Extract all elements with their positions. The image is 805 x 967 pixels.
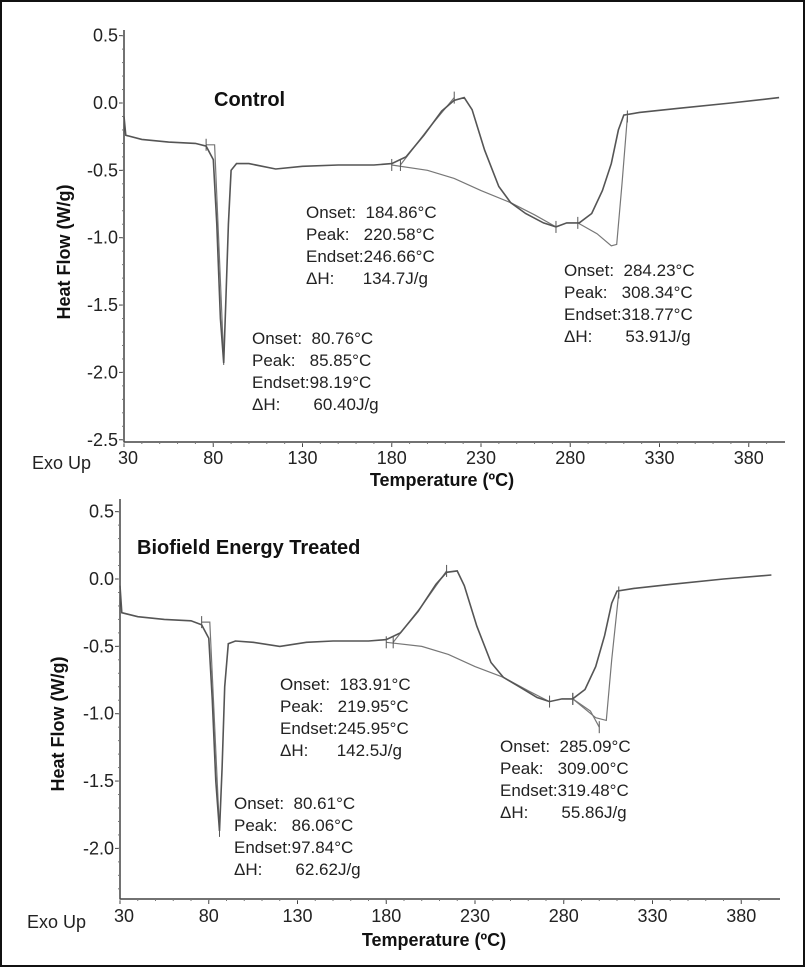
x-tick-label: 230: [460, 906, 490, 926]
peak-annotation-line: Peak: 85.85°C: [252, 351, 371, 370]
y-tick-label: -1.5: [83, 771, 114, 791]
y-tick-label: -1.0: [83, 704, 114, 724]
x-tick-label: 380: [734, 448, 764, 468]
y-tick-label: -0.5: [87, 160, 118, 180]
exo-up-label: Exo Up: [32, 453, 91, 473]
x-tick-label: 280: [555, 448, 585, 468]
x-tick-label: 130: [282, 906, 312, 926]
x-axis-label: Temperature (ºC): [362, 930, 506, 950]
x-tick-label: 180: [377, 448, 407, 468]
y-axis-label: Heat Flow (W/g): [54, 185, 74, 320]
y-tick-label: 0.5: [93, 26, 118, 46]
peak-annotation-line: Endset:245.95°C: [280, 719, 409, 738]
peak-annotation-line: Endset:246.66°C: [306, 247, 435, 266]
x-tick-label: 30: [114, 906, 134, 926]
peak-annotation-line: Onset: 183.91°C: [280, 675, 411, 694]
peak-annotation-line: ΔH: 62.62J/g: [234, 860, 361, 879]
y-tick-label: 0.5: [89, 502, 114, 522]
peak-annotation-line: Peak: 308.34°C: [564, 283, 693, 302]
y-tick-label: -0.5: [83, 636, 114, 656]
heat-flow-curve: [119, 570, 772, 831]
x-axis-label: Temperature (ºC): [370, 470, 514, 490]
construction-line: [572, 592, 620, 722]
peak-annotation-line: ΔH: 55.86J/g: [500, 803, 627, 822]
peak-annotation-line: Endset:98.19°C: [252, 373, 371, 392]
x-tick-label: 30: [118, 448, 138, 468]
y-tick-label: -2.0: [83, 838, 114, 858]
y-tick-label: -2.0: [87, 362, 118, 382]
chart-title: Biofield Energy Treated: [137, 537, 360, 559]
construction-line: [201, 621, 221, 831]
x-tick-label: 130: [287, 448, 317, 468]
peak-annotation-line: Endset:97.84°C: [234, 838, 353, 857]
heat-flow-curve: [123, 96, 780, 364]
x-tick-label: 230: [466, 448, 496, 468]
x-tick-label: 180: [371, 906, 401, 926]
construction-line: [391, 164, 557, 228]
x-tick-label: 330: [644, 448, 674, 468]
x-tick-label: 80: [203, 448, 223, 468]
peak-annotation-line: Peak: 86.06°C: [234, 816, 353, 835]
x-tick-label: 380: [726, 906, 756, 926]
peak-annotation-line: Endset:318.77°C: [564, 305, 693, 324]
exo-up-label: Exo Up: [27, 912, 86, 932]
y-tick-label: -2.5: [87, 430, 118, 450]
chart-title: Control: [214, 89, 285, 111]
peak-annotation-line: ΔH: 142.5J/g: [280, 741, 402, 760]
chart-panel-0: 0.5 0.0 -0.5 -1.0 -1.5 -2.0 -2.530 80 130 180 230 2…: [32, 26, 785, 490]
peak-annotation-line: Onset: 284.23°C: [564, 261, 695, 280]
y-tick-label: -1.5: [87, 295, 118, 315]
peak-annotation-line: ΔH: 53.91J/g: [564, 327, 691, 346]
y-tick-label: -1.0: [87, 228, 118, 248]
construction-line: [577, 116, 628, 247]
peak-annotation-line: Peak: 220.58°C: [306, 225, 435, 244]
peak-annotation-line: Endset:319.48°C: [500, 781, 629, 800]
peak-annotation-line: ΔH: 60.40J/g: [252, 395, 379, 414]
peak-annotation-line: Onset: 80.61°C: [234, 794, 355, 813]
peak-annotation-line: Peak: 309.00°C: [500, 759, 629, 778]
peak-annotation-line: Peak: 219.95°C: [280, 697, 409, 716]
x-tick-label: 280: [549, 906, 579, 926]
peak-annotation-line: Onset: 80.76°C: [252, 329, 373, 348]
y-tick-label: 0.0: [89, 569, 114, 589]
peak-annotation-line: ΔH: 134.7J/g: [306, 269, 428, 288]
y-tick-label: 0.0: [93, 93, 118, 113]
peak-annotation-line: Onset: 285.09°C: [500, 737, 631, 756]
x-tick-label: 330: [637, 906, 667, 926]
peak-annotation-line: Onset: 184.86°C: [306, 203, 437, 222]
y-axis-label: Heat Flow (W/g): [48, 657, 68, 792]
construction-line: [386, 641, 550, 703]
x-tick-label: 80: [199, 906, 219, 926]
chart-panel-1: 0.5 0.0 -0.5 -1.0 -1.5 -2.0 30 80 130 180 230 280 33…: [27, 499, 780, 950]
construction-line: [572, 698, 600, 728]
construction-line: [206, 144, 225, 359]
